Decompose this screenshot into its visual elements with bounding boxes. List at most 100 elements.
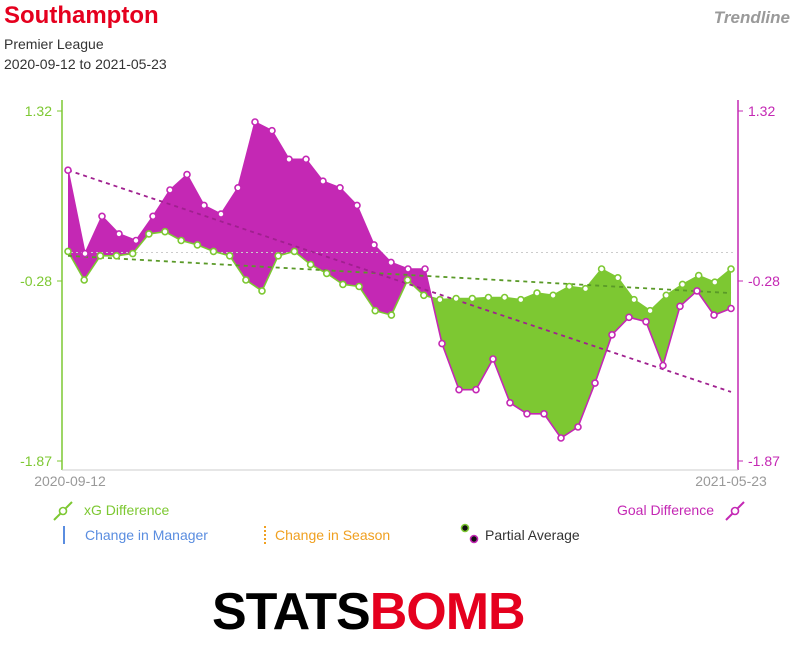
xg-point-23[interactable] — [436, 295, 444, 304]
goal-point-36[interactable] — [676, 302, 684, 311]
xg-point-20[interactable] — [387, 311, 396, 319]
xg-point-0[interactable] — [64, 247, 72, 256]
trend-lines — [67, 169, 732, 393]
goal-point-7[interactable] — [183, 170, 191, 179]
xg-point-17[interactable] — [339, 280, 347, 289]
goal-point-30[interactable] — [574, 423, 582, 431]
goal-point-39[interactable] — [727, 304, 735, 313]
xg-point-24[interactable] — [452, 294, 460, 303]
xg-point-40[interactable] — [710, 278, 719, 287]
goal-point-37[interactable] — [693, 287, 701, 295]
goal-point-19[interactable] — [387, 258, 395, 267]
goal-point-6[interactable] — [166, 186, 174, 194]
series-points — [64, 118, 735, 442]
partial-average-icon[interactable] — [460, 523, 479, 544]
season-legend-label[interactable]: Change in Season — [275, 527, 390, 543]
xg-point-14[interactable] — [290, 247, 299, 256]
goal-point-35[interactable] — [659, 361, 667, 370]
xg-point-37[interactable] — [662, 291, 671, 300]
goal-trend-line — [67, 169, 732, 393]
x-start-label: 2020-09-12 — [34, 473, 106, 489]
goal-point-22[interactable] — [438, 339, 446, 348]
xg-point-3[interactable] — [112, 252, 121, 260]
xg-point-5[interactable] — [145, 230, 153, 238]
right-tick-label-2: -0.28 — [748, 273, 780, 289]
xg-point-16[interactable] — [322, 269, 331, 278]
goal-point-4[interactable] — [132, 236, 140, 245]
xg-point-25[interactable] — [468, 294, 477, 303]
goal-point-17[interactable] — [353, 201, 361, 210]
xg-point-31[interactable] — [565, 282, 574, 291]
goal-point-21[interactable] — [421, 265, 429, 273]
goal-point-33[interactable] — [625, 313, 633, 322]
goal-point-1[interactable] — [81, 249, 89, 258]
goal-point-34[interactable] — [642, 317, 650, 326]
xg-point-38[interactable] — [678, 280, 687, 289]
goal-point-15[interactable] — [319, 177, 327, 185]
right-tick-label-3: -1.87 — [748, 453, 780, 469]
xg-point-41[interactable] — [727, 265, 735, 273]
xg-point-39[interactable] — [694, 271, 703, 280]
xg-point-6[interactable] — [161, 227, 169, 236]
xg-point-30[interactable] — [549, 291, 557, 300]
xg-point-26[interactable] — [484, 293, 493, 302]
goal-point-32[interactable] — [608, 330, 616, 339]
goal-point-12[interactable] — [268, 126, 276, 135]
xg-point-32[interactable] — [581, 284, 590, 293]
goal-point-29[interactable] — [557, 434, 565, 442]
goal-point-31[interactable] — [591, 379, 599, 387]
goal-point-38[interactable] — [710, 311, 718, 319]
xg-point-12[interactable] — [258, 287, 266, 295]
xg-point-19[interactable] — [371, 306, 380, 315]
xg-point-4[interactable] — [128, 249, 137, 258]
goal-point-25[interactable] — [489, 355, 497, 363]
goal-point-24[interactable] — [472, 385, 480, 394]
goal-point-9[interactable] — [217, 210, 225, 218]
logo-part-stats: STATS — [212, 583, 371, 641]
goal-point-20[interactable] — [404, 265, 412, 273]
goal-legend-label[interactable]: Goal Difference — [617, 502, 714, 518]
manager-legend-label[interactable]: Change in Manager — [85, 527, 208, 543]
xg-point-10[interactable] — [225, 252, 234, 260]
goal-point-2[interactable] — [98, 212, 106, 221]
xg-point-8[interactable] — [193, 241, 202, 249]
xg-point-28[interactable] — [516, 295, 525, 304]
xg-point-15[interactable] — [306, 260, 315, 269]
xg-legend-label[interactable]: xG Difference — [84, 502, 170, 518]
xg-point-33[interactable] — [597, 265, 606, 273]
goal-point-8[interactable] — [200, 201, 208, 210]
goal-point-14[interactable] — [302, 155, 310, 164]
xg-point-35[interactable] — [630, 295, 638, 304]
xg-legend-icon[interactable] — [53, 501, 73, 521]
goal-point-3[interactable] — [115, 230, 123, 238]
goal-point-16[interactable] — [336, 184, 344, 192]
xg-point-9[interactable] — [209, 247, 218, 256]
xg-point-29[interactable] — [533, 289, 541, 297]
goal-point-18[interactable] — [370, 241, 378, 249]
goal-point-5[interactable] — [149, 212, 157, 221]
partial-average-label[interactable]: Partial Average — [485, 527, 580, 543]
goal-point-0[interactable] — [64, 166, 72, 174]
xg-point-22[interactable] — [419, 291, 428, 300]
goal-point-23[interactable] — [455, 385, 463, 394]
xg-point-36[interactable] — [646, 306, 654, 315]
goal-point-11[interactable] — [251, 118, 259, 126]
left-tick-label-2: -0.28 — [20, 273, 52, 289]
xg-point-21[interactable] — [403, 276, 412, 284]
goal-legend-icon[interactable] — [725, 501, 745, 521]
goal-point-13[interactable] — [285, 155, 293, 164]
xg-point-2[interactable] — [96, 252, 105, 260]
xg-point-11[interactable] — [242, 276, 250, 284]
xg-point-34[interactable] — [613, 273, 622, 282]
goal-point-26[interactable] — [506, 398, 514, 407]
goal-point-10[interactable] — [234, 184, 242, 192]
xg-point-18[interactable] — [355, 282, 363, 291]
goal-point-28[interactable] — [540, 409, 548, 418]
xg-point-7[interactable] — [177, 236, 185, 245]
xg-point-1[interactable] — [80, 276, 88, 284]
goal-point-27[interactable] — [523, 409, 531, 418]
xg-point-13[interactable] — [274, 252, 283, 260]
xg-point-27[interactable] — [500, 293, 509, 302]
mode-label[interactable]: Trendline — [713, 8, 790, 27]
